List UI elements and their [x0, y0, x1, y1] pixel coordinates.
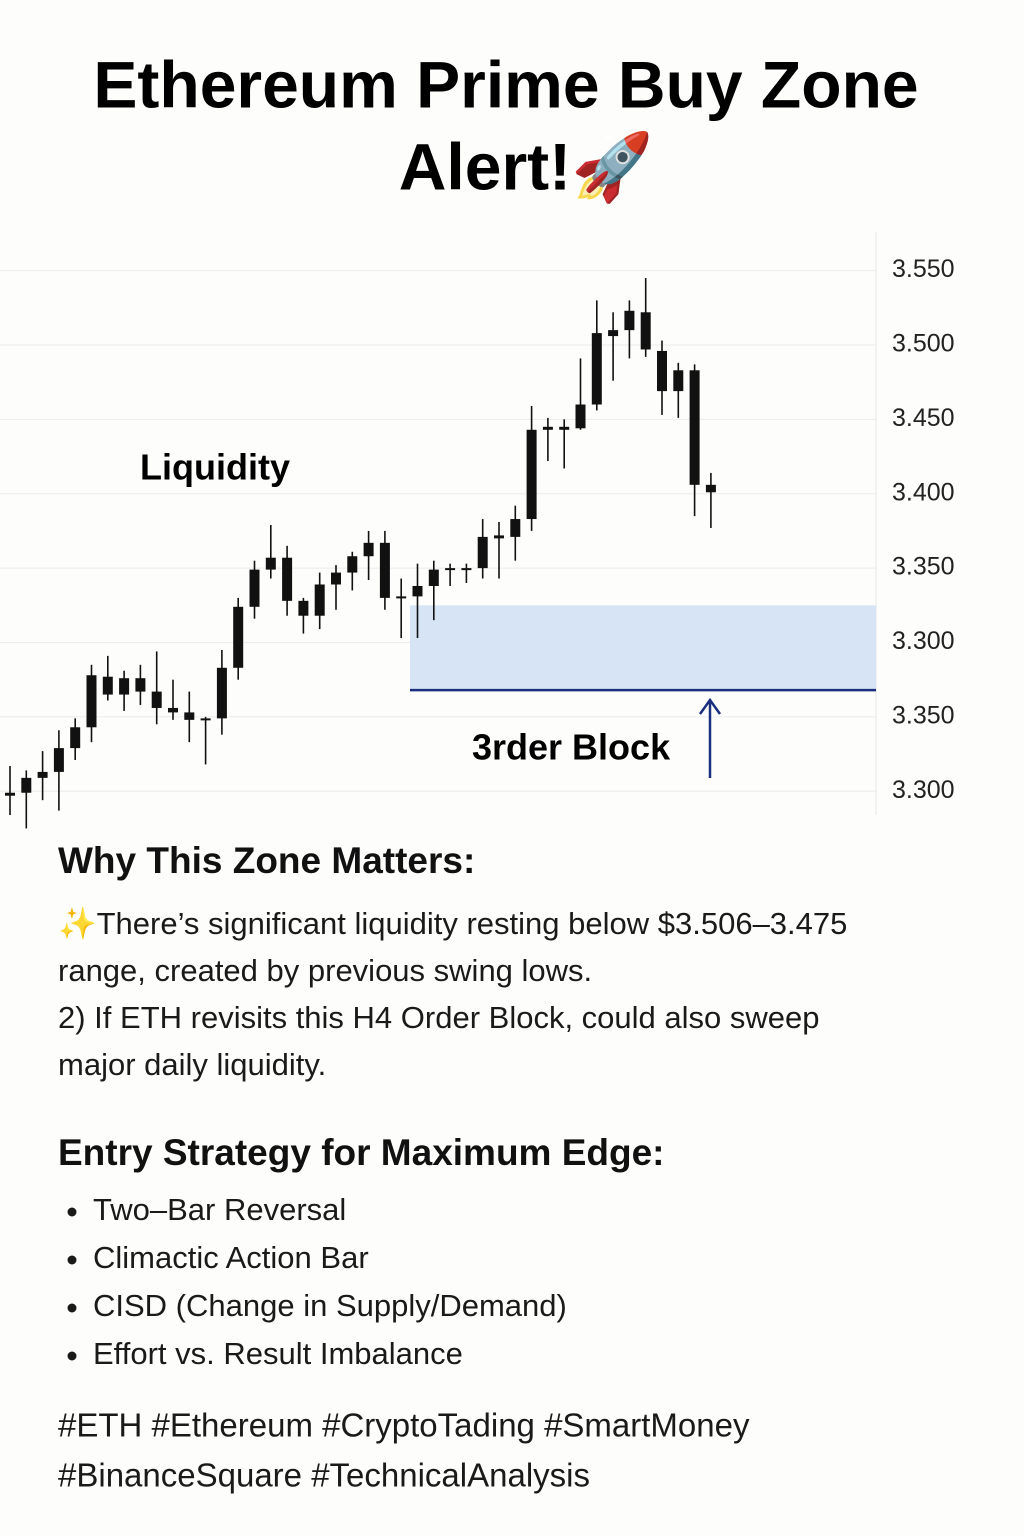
candle-body	[184, 712, 195, 720]
candle-body	[657, 350, 667, 392]
candle-body	[477, 536, 488, 569]
candle-body	[494, 535, 504, 539]
arrow	[698, 697, 722, 778]
candle-body	[70, 727, 81, 749]
y-tick-label: 3.550	[892, 255, 955, 283]
candle-body	[37, 771, 48, 778]
list-item: Climactic Action Bar	[93, 1240, 369, 1275]
bullet	[67, 1207, 77, 1217]
candle-body	[591, 333, 602, 405]
bullet	[67, 1255, 77, 1265]
candle-body	[233, 606, 244, 668]
candle-body	[216, 667, 227, 719]
candle-body	[673, 370, 684, 392]
candle-body	[200, 718, 211, 721]
annotation: 3rder Block	[472, 727, 671, 768]
hashtags: #ETH #Ethereum #CryptoTading #SmartMoney	[58, 1407, 750, 1444]
title-line: Alert!🚀	[399, 129, 654, 204]
y-tick-label: 3.300	[892, 776, 955, 804]
candle-body	[21, 777, 32, 793]
text-line: major daily liquidity.	[58, 1047, 326, 1082]
list-item: CISD (Change in Supply/Demand)	[93, 1288, 567, 1323]
text-line: range, created by previous swing lows.	[58, 953, 592, 988]
candle-body	[461, 568, 472, 571]
hashtags: #BinanceSquare #TechnicalAnalysis	[58, 1457, 590, 1494]
candle-body	[575, 404, 586, 429]
candle-body	[331, 572, 341, 585]
list-item: Effort vs. Result Imbalance	[93, 1336, 463, 1371]
candle-body	[379, 542, 390, 598]
candle-body	[151, 691, 162, 708]
candle-body	[608, 330, 619, 337]
y-tick-label: 3.350	[892, 701, 955, 729]
candle-body	[363, 542, 374, 557]
list-item: Two–Bar Reversal	[93, 1192, 346, 1227]
candle-body	[298, 600, 309, 616]
candle-body	[249, 569, 260, 607]
candle-body	[624, 310, 635, 331]
candle-body	[135, 678, 146, 692]
candle-body	[314, 584, 325, 616]
section-heading: Entry Strategy for Maximum Edge:	[58, 1132, 665, 1173]
candle-body	[705, 484, 716, 493]
candle-body	[282, 557, 293, 601]
candle-body	[119, 678, 130, 695]
y-tick-label: 3.450	[892, 404, 955, 432]
bullet	[67, 1303, 77, 1313]
candle-body	[347, 556, 358, 573]
text-line: ✨There’s significant liquidity resting b…	[58, 906, 847, 941]
candle-body	[689, 370, 700, 485]
candle-body	[526, 429, 537, 520]
candle-body	[53, 748, 64, 772]
candle-body	[412, 585, 423, 597]
candle-body	[86, 675, 97, 728]
candle-body	[168, 707, 178, 713]
candle-body	[542, 426, 553, 430]
y-tick-label: 3.400	[892, 478, 955, 506]
candle-body	[640, 312, 651, 350]
list: Two–Bar Reversal Climactic Action Bar CISD…	[67, 1192, 567, 1371]
candle-body	[265, 557, 276, 570]
candle-body	[559, 426, 570, 430]
chart: 3.550 3.500 3.450 3.400 3.350 3.300 3.350 3.300	[0, 255, 955, 829]
bullet	[67, 1351, 77, 1361]
candle-body	[445, 568, 456, 571]
section-heading: Why This Zone Matters:	[58, 840, 475, 881]
text-line: 2) If ETH revisits this H4 Order Block, …	[58, 1000, 819, 1035]
candle-body	[102, 676, 113, 695]
candle-body	[396, 596, 407, 599]
y-tick-label: 3.350	[892, 553, 955, 581]
y-tick-label: 3.500	[892, 330, 955, 358]
candle-body	[428, 569, 439, 586]
candle-body	[5, 792, 15, 796]
order-block-zone	[410, 605, 876, 691]
y-tick-label: 3.300	[892, 627, 955, 655]
candle-body	[510, 519, 521, 537]
title-line: Ethereum Prime Buy Zone	[93, 47, 918, 121]
annotation: Liquidity	[140, 447, 290, 488]
